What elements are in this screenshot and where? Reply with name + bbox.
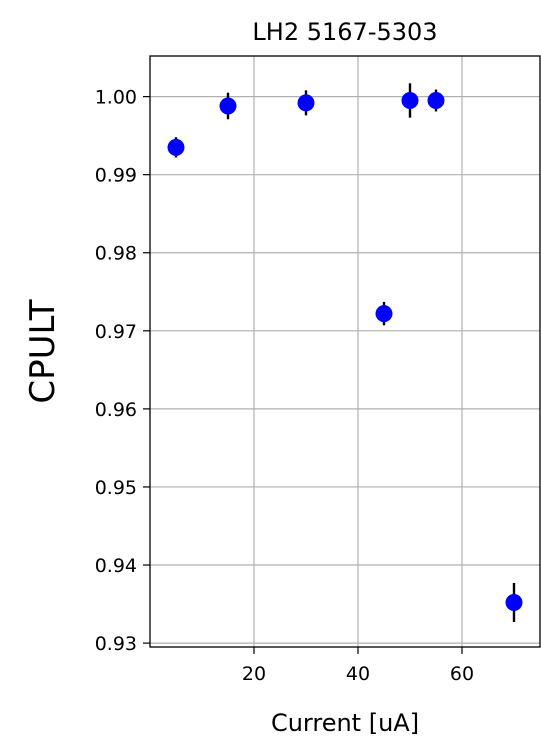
y-tick-label: 0.93 — [95, 633, 137, 655]
data-point — [297, 94, 315, 112]
chart-title: LH2 5167-5303 — [252, 18, 437, 46]
x-tick-label: 60 — [450, 663, 474, 685]
x-tick-label: 40 — [346, 663, 370, 685]
y-tick-label: 0.95 — [95, 477, 137, 499]
y-axis-label: CPULT — [23, 299, 63, 403]
data-point — [375, 305, 393, 323]
grid-layer — [150, 56, 540, 647]
y-tick-label: 0.97 — [95, 321, 137, 343]
x-axis-ticks: 20 40 60 — [242, 647, 474, 685]
x-tick-label: 20 — [242, 663, 266, 685]
data-point — [505, 593, 523, 611]
plot-frame — [149, 55, 541, 648]
y-tick-label: 1.00 — [95, 87, 137, 109]
errorbar-layer — [174, 83, 516, 623]
data-point — [219, 97, 237, 115]
data-point — [167, 138, 185, 156]
point-layer — [167, 92, 523, 611]
data-point — [401, 92, 419, 110]
data-point — [427, 92, 445, 110]
x-axis-label: Current [uA] — [271, 709, 419, 736]
y-tick-label: 0.96 — [95, 399, 137, 421]
y-tick-label: 0.98 — [95, 243, 137, 265]
y-axis-ticks: 0.93 0.94 0.95 0.96 0.97 0.98 0.99 1.00 — [95, 87, 150, 655]
y-tick-label: 0.94 — [95, 555, 137, 577]
y-tick-label: 0.99 — [95, 165, 137, 187]
